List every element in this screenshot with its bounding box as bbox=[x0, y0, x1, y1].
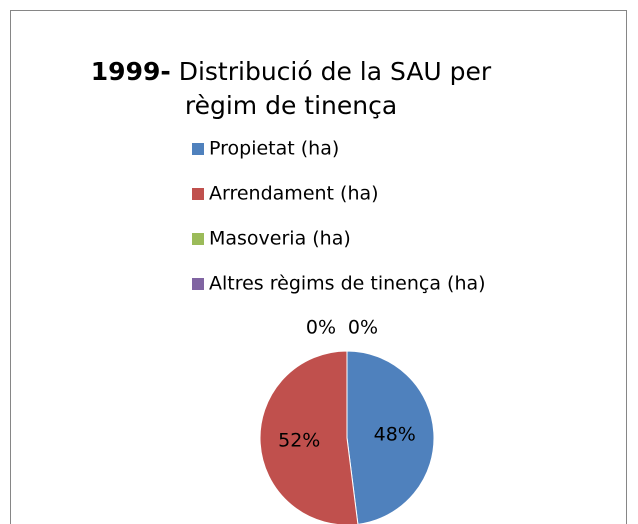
data-label: 0% bbox=[306, 317, 336, 339]
legend-swatch bbox=[192, 188, 204, 200]
legend-swatch bbox=[192, 233, 204, 245]
legend-swatch bbox=[192, 278, 204, 290]
pie-slice bbox=[346, 350, 435, 524]
legend-label: Altres règims de tinença (ha) bbox=[209, 273, 486, 295]
data-label: 52% bbox=[278, 430, 320, 452]
pie-slice bbox=[259, 350, 359, 524]
legend-label: Arrendament (ha) bbox=[209, 183, 379, 205]
data-label: 48% bbox=[374, 423, 416, 445]
chart-frame bbox=[10, 10, 627, 524]
data-label: 0% bbox=[348, 317, 378, 339]
legend-label: Masoveria (ha) bbox=[209, 228, 351, 250]
chart-title: 1999- Distribució de la SAU per règim de… bbox=[90, 57, 492, 120]
legend-swatch bbox=[192, 143, 204, 155]
legend-label: Propietat (ha) bbox=[209, 138, 339, 160]
